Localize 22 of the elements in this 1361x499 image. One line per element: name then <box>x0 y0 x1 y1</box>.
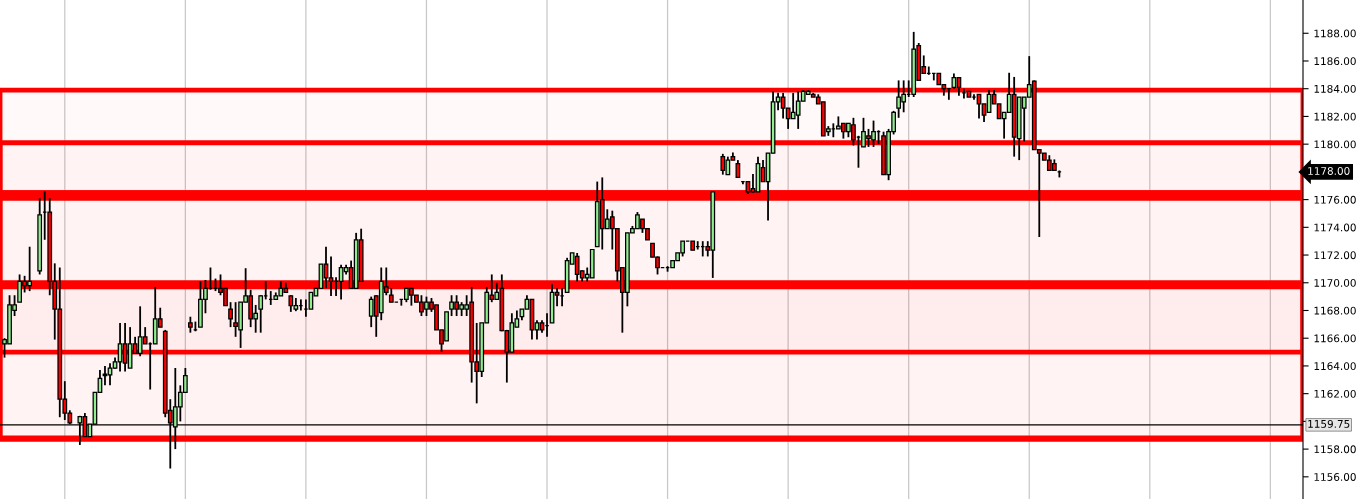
y-tick-label: 1176.00 <box>1314 195 1356 204</box>
candlestick <box>107 362 113 387</box>
y-tick-label: 1188.00 <box>1314 29 1356 38</box>
candlestick <box>720 152 726 176</box>
y-tick-label: 1182.00 <box>1314 112 1356 121</box>
y-tick-label: 1158.00 <box>1314 445 1356 454</box>
candlestick <box>258 294 264 334</box>
y-tick-label: 1162.00 <box>1314 389 1356 398</box>
y-tick-label: 1156.00 <box>1314 473 1356 481</box>
y-tick-label: 1166.00 <box>1314 334 1356 343</box>
y-tick-label: 1174.00 <box>1314 223 1356 232</box>
y-tick-label: 1170.00 <box>1314 278 1356 287</box>
text: 1178.00 <box>1308 167 1350 175</box>
candlestick <box>228 301 233 329</box>
y-tick-label: 1164.00 <box>1314 362 1356 371</box>
candlestick <box>896 79 902 119</box>
y-tick-label: 1172.00 <box>1314 251 1356 260</box>
y-tick-label: 1180.00 <box>1314 140 1356 149</box>
y-tick-label: 1168.00 <box>1314 306 1356 315</box>
y-tick-label: 1184.00 <box>1314 84 1356 93</box>
y-tick-label: 1186.00 <box>1314 57 1356 66</box>
ref-line-label: 1159.75 <box>1308 419 1350 428</box>
